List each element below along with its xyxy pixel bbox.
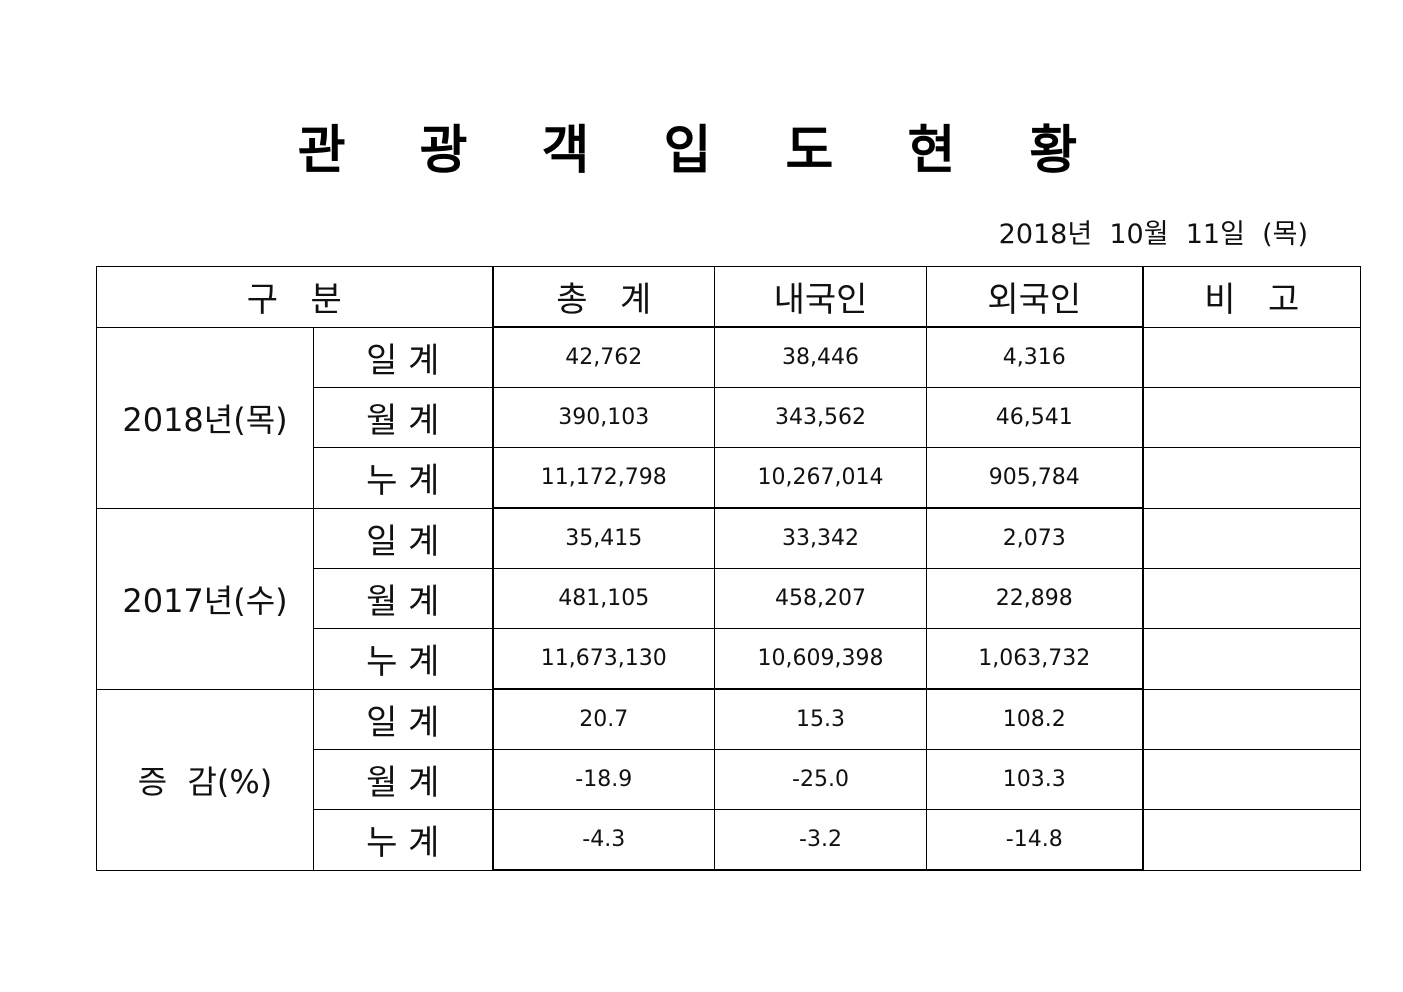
cell-total: 390,103 [491,387,715,448]
cell-remarks [1142,326,1361,388]
table-row: 2017년(수) 일 계 35,415 33,342 2,073 [96,507,1361,690]
cell-domestic: 10,609,398 [714,628,927,690]
group-label-2017: 2017년(수) [96,507,314,690]
cell-domestic: -3.2 [714,809,927,871]
table-row: 증 감(%) 일 계 20.7 15.3 108.2 [96,688,1361,871]
cell-domestic: 38,446 [714,326,927,388]
table-row: 월 계 390,103 343,562 46,541 [97,387,1361,448]
row-label: 누 계 [313,809,493,871]
cell-domestic: 343,562 [714,387,927,448]
cell-foreign: 22,898 [926,568,1144,629]
cell-domestic: 10,267,014 [714,447,927,509]
cell-remarks [1142,749,1361,810]
cell-foreign: 4,316 [926,326,1144,388]
row-label: 누 계 [313,447,493,509]
table-row: 누 계 -4.3 -3.2 -14.8 [97,809,1361,871]
row-label: 일 계 [313,688,493,750]
report-date: 2018년 10월 11일 (목) [998,219,1308,250]
table-row: 월 계 -18.9 -25.0 103.3 [97,749,1361,810]
cell-domestic: 33,342 [714,507,927,569]
header-foreign: 외국인 [926,266,1144,328]
header-total: 총 계 [491,266,715,328]
cell-domestic: 15.3 [714,688,927,750]
cell-foreign: 2,073 [926,507,1144,569]
cell-remarks [1142,507,1361,569]
header-remarks: 비 고 [1142,266,1361,328]
cell-foreign: 1,063,732 [926,628,1144,690]
group-label-2018: 2018년(목) [96,326,314,509]
table-row: 누 계 11,172,798 10,267,014 905,784 [97,447,1361,509]
cell-total: 481,105 [491,568,715,629]
row-label: 일 계 [313,507,493,569]
cell-foreign: 108.2 [926,688,1144,750]
table-row: 누 계 11,673,130 10,609,398 1,063,732 [97,628,1361,690]
row-label: 누 계 [313,628,493,690]
cell-remarks [1142,447,1361,509]
visitor-stats-table: 구 분 총 계 내국인 외국인 비 고 2018년(목) 일 계 42,762 … [96,266,1361,871]
cell-remarks [1142,688,1361,750]
cell-total: 20.7 [491,688,715,750]
row-label: 월 계 [313,568,493,629]
cell-domestic: -25.0 [714,749,927,810]
cell-total: -18.9 [491,749,715,810]
table-row: 2018년(목) 일 계 42,762 38,446 4,316 [96,326,1361,509]
table-header-row: 구 분 총 계 내국인 외국인 비 고 [96,266,1361,328]
header-domestic: 내국인 [714,266,927,328]
cell-foreign: 103.3 [926,749,1144,810]
cell-domestic: 458,207 [714,568,927,629]
cell-foreign: -14.8 [926,809,1144,871]
cell-remarks [1142,628,1361,690]
header-category: 구 분 [96,266,493,328]
page-title: 관 광 객 입 도 현 황 [297,121,1106,181]
cell-total: 35,415 [491,507,715,569]
cell-total: 11,673,130 [491,628,715,690]
cell-total: 42,762 [491,326,715,388]
row-label: 월 계 [313,749,493,810]
cell-foreign: 46,541 [926,387,1144,448]
cell-foreign: 905,784 [926,447,1144,509]
row-label: 일 계 [313,326,493,388]
cell-total: 11,172,798 [491,447,715,509]
cell-remarks [1142,809,1361,871]
cell-remarks [1142,387,1361,448]
cell-remarks [1142,568,1361,629]
group-label-change: 증 감(%) [96,688,314,871]
row-label: 월 계 [313,387,493,448]
table-row: 월 계 481,105 458,207 22,898 [97,568,1361,629]
cell-total: -4.3 [491,809,715,871]
